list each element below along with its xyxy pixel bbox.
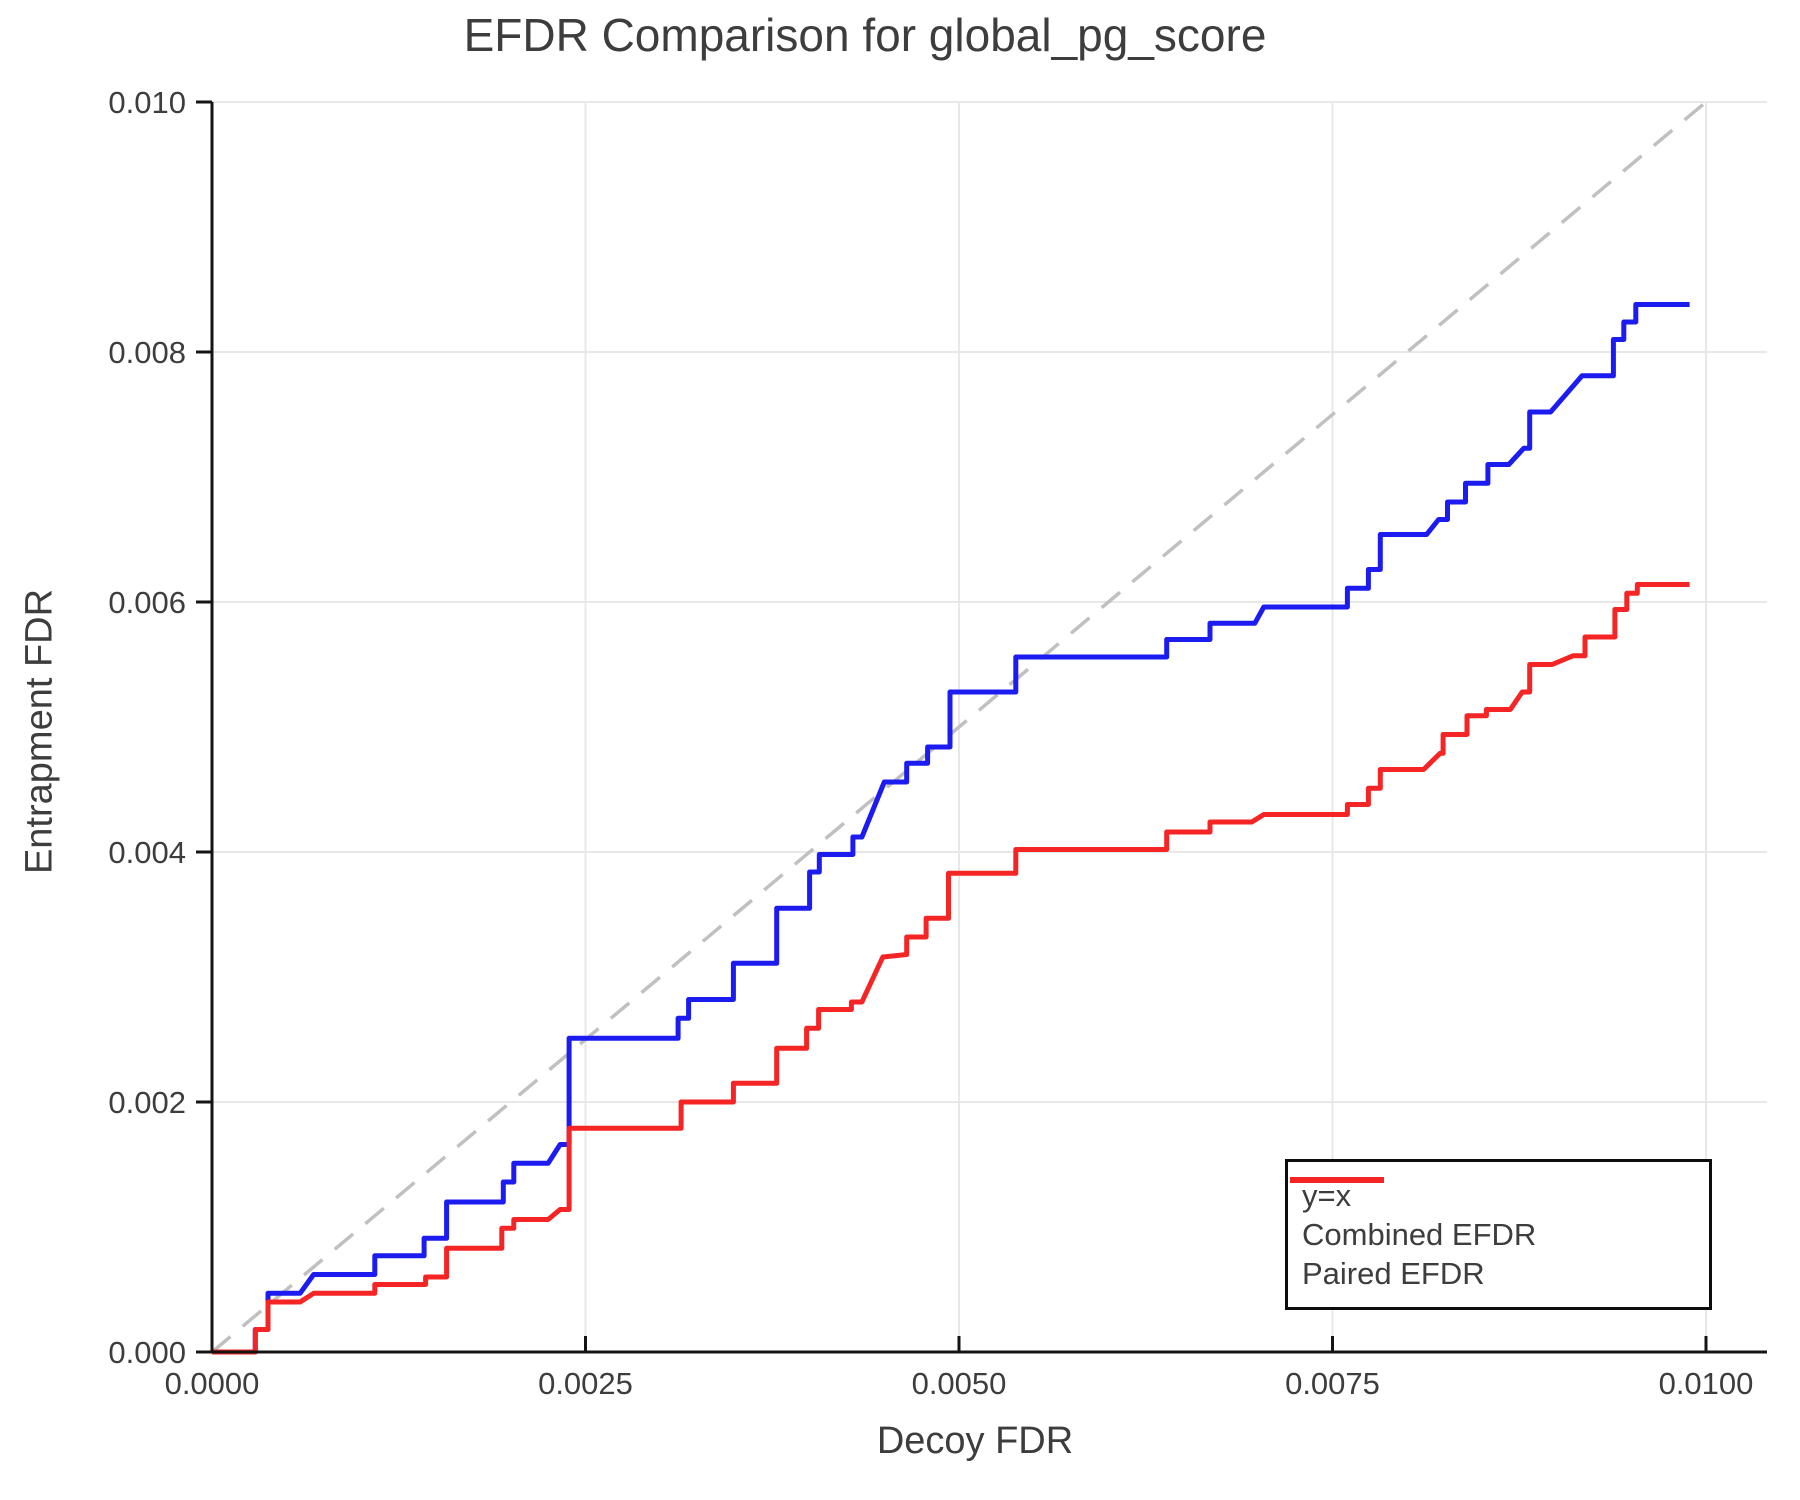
legend-label-yx: y=x: [1302, 1178, 1352, 1213]
y-tick-label: 0.010: [108, 85, 186, 120]
legend-label-combined-efdr: Combined EFDR: [1302, 1217, 1537, 1252]
series-line-combined-efdr: [212, 302, 1690, 1355]
legend-label-paired-efdr: Paired EFDR: [1302, 1256, 1485, 1291]
y-axis-label: Entrapment FDR: [18, 588, 61, 875]
y-tick-label: 0.002: [108, 1085, 186, 1120]
legend-line-sample-paired: [1290, 1177, 1384, 1183]
x-tick-label: 0.0075: [1285, 1366, 1380, 1401]
x-tick-label: 0.0050: [912, 1366, 1007, 1401]
x-tick-label: 0.0100: [1659, 1366, 1754, 1401]
y-tick-label: 0.008: [108, 335, 186, 370]
x-tick-label: 0.0000: [165, 1366, 260, 1401]
series-line-paired-efdr: [212, 582, 1690, 1355]
x-axis-label: Decoy FDR: [876, 1420, 1074, 1462]
series-line-y-x: [210, 100, 1708, 1354]
legend: y=x Combined EFDR Paired EFDR: [1285, 1159, 1712, 1310]
y-tick-label: 0.006: [108, 585, 186, 620]
y-tick-label: 0.000: [108, 1335, 186, 1370]
chart-title: EFDR Comparison for global_pg_score: [463, 9, 1267, 61]
x-tick-label: 0.0025: [538, 1366, 633, 1401]
legend-item-paired-efdr: Paired EFDR: [1288, 1177, 1709, 1292]
legend-item-combined-efdr: Combined EFDR: [1288, 1177, 1709, 1253]
y-tick-label: 0.004: [108, 835, 186, 870]
